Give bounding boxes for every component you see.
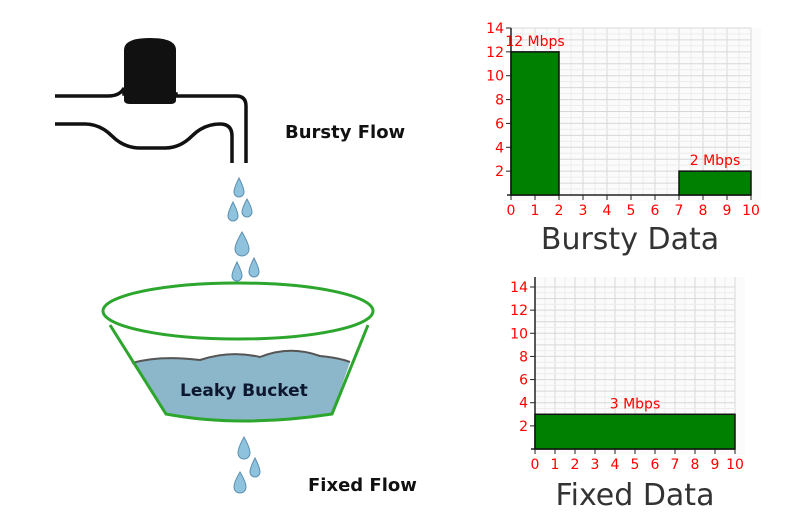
y-tick-label: 12 <box>486 45 504 61</box>
y-tick-label: 4 <box>495 140 504 156</box>
x-tick-label: 2 <box>555 203 564 219</box>
y-tick-label: 4 <box>519 396 528 412</box>
x-tick-label: 7 <box>675 203 684 219</box>
y-tick-label: 10 <box>510 326 528 342</box>
water-surface <box>131 349 351 364</box>
leaky-bucket <box>101 281 375 423</box>
y-tick-label: 10 <box>486 69 504 85</box>
x-tick-label: 0 <box>507 203 516 219</box>
water-drop-icon <box>233 471 247 494</box>
bucket-rim <box>101 281 375 341</box>
x-tick-label: 9 <box>711 457 720 473</box>
bursty-flow-label: Bursty Flow <box>285 122 406 143</box>
bar <box>678 170 752 196</box>
x-tick-label: 10 <box>726 457 744 473</box>
bar-data-label: 2 Mbps <box>690 153 741 169</box>
bucket-water <box>132 350 350 421</box>
fixed-chart-title: Fixed Data <box>555 478 715 513</box>
y-tick-label: 6 <box>519 373 528 389</box>
y-tick-label: 8 <box>519 349 528 365</box>
y-tick-label: 14 <box>486 21 504 37</box>
fixed-flow-label: Fixed Flow <box>308 475 417 496</box>
bursty-chart-title: Bursty Data <box>540 222 720 257</box>
x-tick-label: 3 <box>591 457 600 473</box>
x-tick-label: 4 <box>611 457 620 473</box>
bar-data-label: 12 Mbps <box>505 34 564 50</box>
x-tick-label: 8 <box>691 457 700 473</box>
water-drop-icon <box>241 197 253 218</box>
faucet-icon <box>55 38 248 163</box>
bar <box>534 413 736 450</box>
fixed-drops <box>233 435 261 494</box>
x-tick-label: 1 <box>531 203 540 219</box>
bucket-body <box>108 324 370 423</box>
x-tick-label: 7 <box>671 457 680 473</box>
x-tick-label: 4 <box>603 203 612 219</box>
water-drop-icon <box>227 200 239 222</box>
water-drop-icon <box>248 256 260 278</box>
x-tick-label: 0 <box>531 457 540 473</box>
x-tick-label: 5 <box>627 203 636 219</box>
bar <box>510 51 560 196</box>
leaky-bucket-label: Leaky Bucket <box>180 381 308 401</box>
water-drop-icon <box>231 260 243 282</box>
x-tick-label: 6 <box>651 203 660 219</box>
x-tick-label: 1 <box>551 457 560 473</box>
y-tick-label: 2 <box>519 419 528 435</box>
water-drop-icon <box>233 176 245 198</box>
y-tick-label: 2 <box>495 164 504 180</box>
x-tick-label: 6 <box>651 457 660 473</box>
water-drop-icon <box>249 456 261 478</box>
x-tick-label: 3 <box>579 203 588 219</box>
x-tick-label: 2 <box>571 457 580 473</box>
water-drop-icon <box>234 231 250 257</box>
faucet-valve <box>124 38 176 104</box>
bar-data-label: 3 Mbps <box>610 396 661 412</box>
x-tick-label: 10 <box>742 203 760 219</box>
x-tick-label: 5 <box>631 457 640 473</box>
y-tick-label: 14 <box>510 280 528 296</box>
y-tick-label: 6 <box>495 116 504 132</box>
faucet-pipe-bottom <box>55 122 234 163</box>
bursty-drops <box>227 176 260 282</box>
water-drop-icon <box>237 435 251 460</box>
x-tick-label: 9 <box>723 203 732 219</box>
x-tick-label: 8 <box>699 203 708 219</box>
y-tick-label: 8 <box>495 93 504 109</box>
y-tick-label: 12 <box>510 303 528 319</box>
